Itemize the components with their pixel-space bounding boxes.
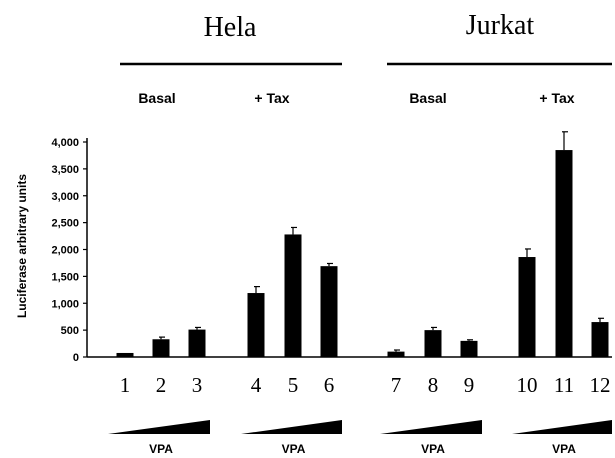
vpa-label: VPA (282, 442, 306, 456)
y-tick-label: 0 (73, 352, 79, 364)
y-tick-label: 2,000 (51, 245, 79, 257)
y-tick-label: 500 (61, 325, 79, 337)
bar (591, 322, 609, 357)
lane-label: 5 (288, 373, 299, 397)
condition-label-jurkat-tax: + Tax (539, 90, 574, 106)
bar (284, 234, 302, 357)
y-tick-label: 1,000 (51, 298, 79, 310)
lane-label: 10 (517, 373, 538, 397)
lane-labels: 1 2 3 4 5 6 7 8 9 10 11 12 (120, 373, 611, 397)
vpa-gradient-wedge (241, 420, 342, 434)
condition-label-hela-tax: + Tax (254, 90, 289, 106)
bars (116, 131, 609, 357)
lane-label: 12 (590, 373, 611, 397)
bar (188, 329, 206, 357)
vpa-label: VPA (149, 442, 173, 456)
vpa-label: VPA (421, 442, 445, 456)
y-tick-label: 4,000 (51, 137, 79, 149)
vpa-gradient-wedge (108, 420, 210, 434)
treatment-wedges: VPA VPA VPA VPA (108, 420, 612, 456)
y-tick-label: 3,000 (51, 191, 79, 203)
bar (518, 257, 536, 357)
cell-line-title-hela: Hela (204, 12, 257, 43)
lane-label: 6 (324, 373, 335, 397)
lane-label: 9 (464, 373, 475, 397)
vpa-label: VPA (552, 442, 576, 456)
bar (116, 352, 134, 357)
bar (555, 150, 573, 357)
bar (460, 340, 478, 357)
bar (247, 293, 265, 357)
lane-label: 4 (251, 373, 262, 397)
lane-label: 7 (391, 373, 402, 397)
y-tick-label: 2,500 (51, 218, 79, 230)
bar (152, 339, 170, 357)
y-tick-label: 3,500 (51, 164, 79, 176)
condition-label-hela-basal: Basal (138, 90, 175, 106)
lane-label: 8 (428, 373, 439, 397)
vpa-gradient-wedge (380, 420, 482, 434)
cell-line-title-jurkat: Jurkat (466, 10, 535, 41)
lane-label: 3 (192, 373, 203, 397)
lane-label: 2 (156, 373, 167, 397)
bar (387, 351, 405, 357)
bar (424, 330, 442, 357)
vpa-gradient-wedge (512, 420, 612, 434)
lane-label: 11 (554, 373, 574, 397)
lane-label: 1 (120, 373, 131, 397)
y-axis: 0 500 1,000 1,500 2,000 2,500 3,000 3,500 4,000 (51, 137, 612, 364)
y-axis-label: Luciferase arbitrary units (15, 174, 29, 318)
y-tick-label: 1,500 (51, 271, 79, 283)
bar (320, 266, 338, 357)
condition-label-jurkat-basal: Basal (409, 90, 446, 106)
